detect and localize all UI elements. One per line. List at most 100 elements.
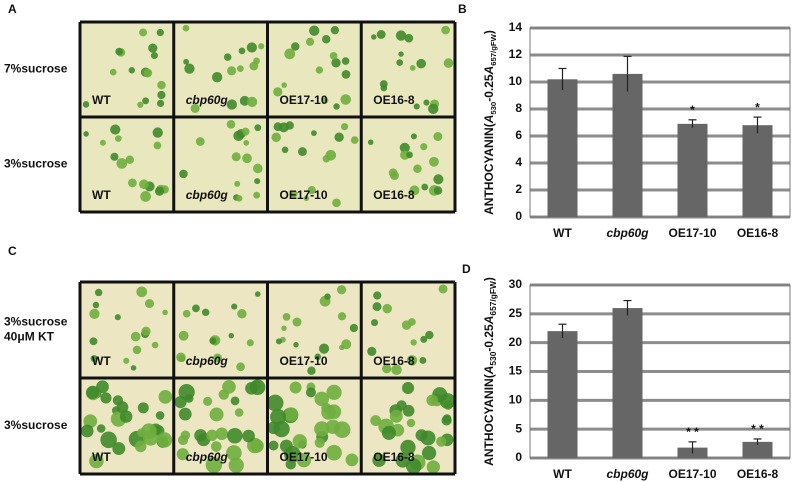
seedling: [137, 101, 144, 108]
seedling: [426, 460, 440, 474]
seedling: [381, 425, 396, 440]
seedling: [421, 183, 429, 191]
seedling: [114, 314, 121, 321]
seedling: [305, 37, 315, 46]
seedling: [116, 158, 128, 169]
seedling: [413, 103, 420, 110]
seedling: [242, 429, 255, 443]
seedling: [139, 28, 148, 37]
seedling: [379, 80, 388, 88]
cell-label: cbp60g: [186, 354, 229, 368]
bar: [547, 331, 578, 458]
seedling: [382, 303, 392, 314]
seedling: [370, 319, 379, 327]
seedling: [148, 43, 158, 53]
row-label: 40μM KT: [4, 330, 55, 344]
seedling: [215, 427, 229, 441]
annotation: * *: [751, 422, 764, 436]
seedling: [178, 330, 189, 341]
seedling: [337, 312, 347, 321]
seedling: [410, 133, 417, 140]
y-tick-label: 2: [515, 182, 522, 196]
y-axis-label-part: 530: [488, 351, 498, 365]
x-tick-label: OE16-8: [737, 226, 779, 240]
seedling: [268, 440, 279, 451]
seedling: [341, 339, 352, 350]
y-tick-label: 30: [509, 277, 523, 291]
seedling: [246, 96, 258, 108]
seedling: [119, 410, 133, 423]
seedling: [305, 387, 316, 398]
seedling: [89, 453, 104, 469]
panel-label: B: [458, 2, 467, 16]
seedling: [389, 409, 403, 423]
seedling: [156, 432, 173, 448]
seedling: [433, 132, 443, 142]
seedling: [415, 429, 428, 442]
seedling: [223, 53, 232, 61]
seedling: [426, 394, 438, 407]
seedling: [429, 156, 439, 167]
seedling: [157, 90, 166, 100]
seedling: [144, 299, 155, 309]
seedling: [406, 458, 422, 475]
seedling: [231, 152, 241, 162]
seedling: [273, 420, 290, 438]
seedling: [201, 308, 210, 317]
seedling: [109, 68, 117, 76]
seedling: [401, 381, 415, 395]
seedling: [94, 288, 103, 297]
y-tick-label: 5: [515, 421, 522, 435]
seedling: [284, 48, 296, 60]
annotation: * *: [686, 425, 699, 439]
seedling: [206, 429, 218, 442]
seedling: [96, 380, 109, 394]
seedling: [116, 401, 129, 414]
seedling: [96, 424, 106, 433]
seedling: [242, 153, 252, 164]
y-axis-label-part: ANTHOCYANIN(: [482, 123, 496, 215]
seedling: [210, 441, 222, 452]
seedling: [243, 140, 250, 146]
seedling: [192, 304, 200, 313]
seedling: [226, 120, 236, 129]
seedling: [246, 42, 257, 53]
seedling: [100, 431, 117, 449]
seedling: [83, 131, 89, 137]
seedling: [307, 185, 316, 195]
seedling: [390, 171, 399, 181]
seedling: [158, 390, 173, 404]
seedling: [421, 445, 437, 461]
seedling: [241, 127, 250, 136]
seedling: [341, 123, 349, 131]
x-tick-label: cbp60g: [606, 467, 649, 481]
seedling: [315, 66, 324, 74]
seedling: [314, 391, 329, 407]
seedling: [157, 80, 166, 90]
seedling: [322, 35, 331, 44]
y-tick-label: 14: [509, 20, 523, 34]
seedling: [218, 389, 230, 400]
seedling: [254, 124, 262, 132]
seedling: [423, 99, 430, 106]
seedling: [150, 52, 158, 60]
seedling: [292, 434, 307, 449]
seedling: [176, 448, 189, 461]
seedling: [127, 178, 137, 188]
seedling: [400, 439, 416, 455]
seedling: [110, 152, 119, 161]
seedling: [182, 24, 190, 32]
bar: [612, 308, 643, 458]
seedling: [270, 409, 287, 425]
seedling: [213, 353, 223, 363]
seedling: [249, 379, 266, 396]
cell-label: OE16-8: [373, 188, 415, 202]
seedling: [420, 335, 428, 343]
seedling: [194, 429, 207, 442]
seedling: [236, 362, 245, 372]
cell-label: WT: [92, 354, 111, 368]
seedling: [89, 337, 98, 346]
cell-label: OE17-10: [280, 188, 328, 202]
seedling: [92, 301, 100, 309]
seedling: [184, 63, 195, 74]
